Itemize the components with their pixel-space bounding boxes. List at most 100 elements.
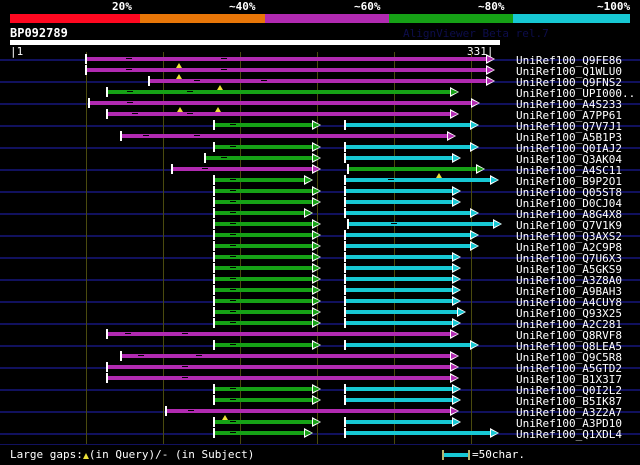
alignment-row[interactable] bbox=[0, 120, 640, 131]
alignment-row[interactable] bbox=[0, 109, 640, 120]
alignment-row[interactable] bbox=[0, 296, 640, 307]
hit-label[interactable]: UniRef100_Q7V1K9 bbox=[516, 219, 622, 232]
hsp-segment[interactable] bbox=[213, 142, 321, 152]
hsp-segment[interactable] bbox=[213, 285, 321, 295]
hsp-segment[interactable] bbox=[344, 120, 479, 130]
hit-label[interactable]: UniRef100_Q9C5R8 bbox=[516, 351, 622, 364]
alignment-row[interactable] bbox=[0, 241, 640, 252]
hsp-segment[interactable] bbox=[213, 197, 321, 207]
alignment-row[interactable] bbox=[0, 87, 640, 98]
alignment-row[interactable] bbox=[0, 406, 640, 420]
hsp-segment[interactable] bbox=[213, 252, 321, 262]
hit-label[interactable]: UniRef100_A3Z2A7 bbox=[516, 406, 622, 419]
hit-label[interactable]: UniRef100_A7PP61 bbox=[516, 109, 622, 122]
hit-label[interactable]: UniRef100_Q1XDL4 bbox=[516, 428, 622, 441]
alignment-row[interactable] bbox=[0, 318, 640, 329]
alignment-row[interactable] bbox=[0, 54, 640, 68]
alignment-row[interactable] bbox=[0, 384, 640, 395]
hsp-segment[interactable] bbox=[344, 318, 461, 328]
hsp-segment[interactable] bbox=[213, 120, 321, 130]
alignment-row[interactable] bbox=[0, 153, 640, 164]
hsp-segment[interactable] bbox=[106, 362, 459, 372]
alignment-row[interactable] bbox=[0, 307, 640, 318]
hsp-segment[interactable] bbox=[344, 274, 461, 284]
alignment-row[interactable] bbox=[0, 274, 640, 285]
hsp-segment[interactable] bbox=[213, 219, 321, 229]
alignment-row[interactable] bbox=[0, 395, 640, 406]
hsp-segment[interactable] bbox=[88, 98, 480, 112]
hsp-segment[interactable] bbox=[106, 87, 459, 97]
alignment-row[interactable] bbox=[0, 329, 640, 340]
hsp-segment[interactable] bbox=[344, 428, 499, 438]
hit-label[interactable]: UniRef100_Q8LEA5 bbox=[516, 340, 622, 353]
hsp-segment[interactable] bbox=[171, 164, 321, 174]
hsp-segment[interactable] bbox=[213, 274, 321, 284]
hit-label[interactable]: UniRef100_A4SC11 bbox=[516, 164, 622, 177]
hit-label[interactable]: UniRef100_A3PD10 bbox=[516, 417, 622, 430]
hsp-segment[interactable] bbox=[213, 307, 321, 317]
alignment-row[interactable] bbox=[0, 373, 640, 384]
hsp-segment[interactable] bbox=[344, 417, 461, 427]
hsp-segment[interactable] bbox=[213, 417, 321, 427]
hsp-segment[interactable] bbox=[344, 384, 461, 394]
hsp-segment[interactable] bbox=[106, 109, 459, 119]
hsp-segment[interactable] bbox=[344, 230, 479, 240]
alignment-row[interactable] bbox=[0, 428, 640, 439]
hit-label[interactable]: UniRef100_A2C281 bbox=[516, 318, 622, 331]
hit-label[interactable]: UniRef100_Q3AXS2 bbox=[516, 230, 622, 243]
hsp-segment[interactable] bbox=[213, 384, 321, 394]
alignment-row[interactable] bbox=[0, 131, 640, 142]
hsp-segment[interactable] bbox=[213, 186, 321, 196]
hit-label[interactable]: UniRef100_Q93X25 bbox=[516, 307, 622, 320]
alignment-row[interactable] bbox=[0, 142, 640, 153]
hsp-segment[interactable] bbox=[213, 230, 321, 240]
alignment-row[interactable] bbox=[0, 197, 640, 208]
alignment-row[interactable] bbox=[0, 76, 640, 90]
hsp-segment[interactable] bbox=[344, 307, 466, 317]
hit-label[interactable]: UniRef100_A5B1P3 bbox=[516, 131, 622, 144]
hsp-segment[interactable] bbox=[344, 395, 461, 405]
hsp-segment[interactable] bbox=[344, 296, 461, 306]
hit-label[interactable]: UniRef100_A3Z8A0 bbox=[516, 274, 622, 287]
hit-label[interactable]: UniRef100_A9BAH3 bbox=[516, 285, 622, 298]
hit-label[interactable]: UniRef100_A4CUY8 bbox=[516, 296, 622, 309]
hsp-segment[interactable] bbox=[120, 131, 456, 141]
alignment-row[interactable] bbox=[0, 186, 640, 197]
hsp-segment[interactable] bbox=[344, 197, 461, 207]
hit-label[interactable]: UniRef100_D0CJ04 bbox=[516, 197, 622, 210]
alignment-row[interactable] bbox=[0, 362, 640, 373]
hit-label[interactable]: UniRef100_Q05ST8 bbox=[516, 186, 622, 199]
hit-label[interactable]: UniRef100_Q1WLU0 bbox=[516, 65, 622, 78]
hsp-segment[interactable] bbox=[213, 340, 321, 350]
hit-label[interactable]: UniRef100_B9P2O1 bbox=[516, 175, 622, 188]
hsp-segment[interactable] bbox=[165, 406, 459, 420]
hsp-segment[interactable] bbox=[213, 395, 321, 405]
alignment-row[interactable] bbox=[0, 285, 640, 296]
hit-label[interactable]: UniRef100_Q3AK04 bbox=[516, 153, 622, 166]
alignment-row[interactable] bbox=[0, 252, 640, 263]
hsp-segment[interactable] bbox=[213, 318, 321, 328]
alignment-row[interactable] bbox=[0, 98, 640, 112]
hit-label[interactable]: UniRef100_A5GTD2 bbox=[516, 362, 622, 375]
hsp-segment[interactable] bbox=[148, 76, 495, 90]
hit-label[interactable]: UniRef100_Q8RVF8 bbox=[516, 329, 622, 342]
hit-label[interactable]: UniRef100_A2C9P8 bbox=[516, 241, 622, 254]
hsp-segment[interactable] bbox=[213, 208, 313, 218]
hsp-segment[interactable] bbox=[85, 54, 495, 68]
hsp-segment[interactable] bbox=[344, 186, 461, 196]
hit-label[interactable]: UniRef100_A4S233 bbox=[516, 98, 622, 111]
alignment-row[interactable] bbox=[0, 417, 640, 428]
hit-label[interactable]: UniRef100_B5IK87 bbox=[516, 395, 622, 408]
hsp-segment[interactable] bbox=[106, 329, 459, 339]
alignment-row[interactable] bbox=[0, 208, 640, 219]
alignment-row[interactable] bbox=[0, 340, 640, 351]
hsp-segment[interactable] bbox=[344, 241, 479, 251]
hsp-segment[interactable] bbox=[344, 252, 461, 262]
hsp-segment[interactable] bbox=[344, 175, 499, 185]
alignment-row[interactable] bbox=[0, 230, 640, 241]
hsp-segment[interactable] bbox=[344, 208, 479, 218]
hit-label[interactable]: UniRef100_Q7V7J1 bbox=[516, 120, 622, 133]
hit-label[interactable]: UniRef100_Q7U6X3 bbox=[516, 252, 622, 265]
alignment-row[interactable] bbox=[0, 65, 640, 79]
hsp-segment[interactable] bbox=[213, 428, 313, 438]
